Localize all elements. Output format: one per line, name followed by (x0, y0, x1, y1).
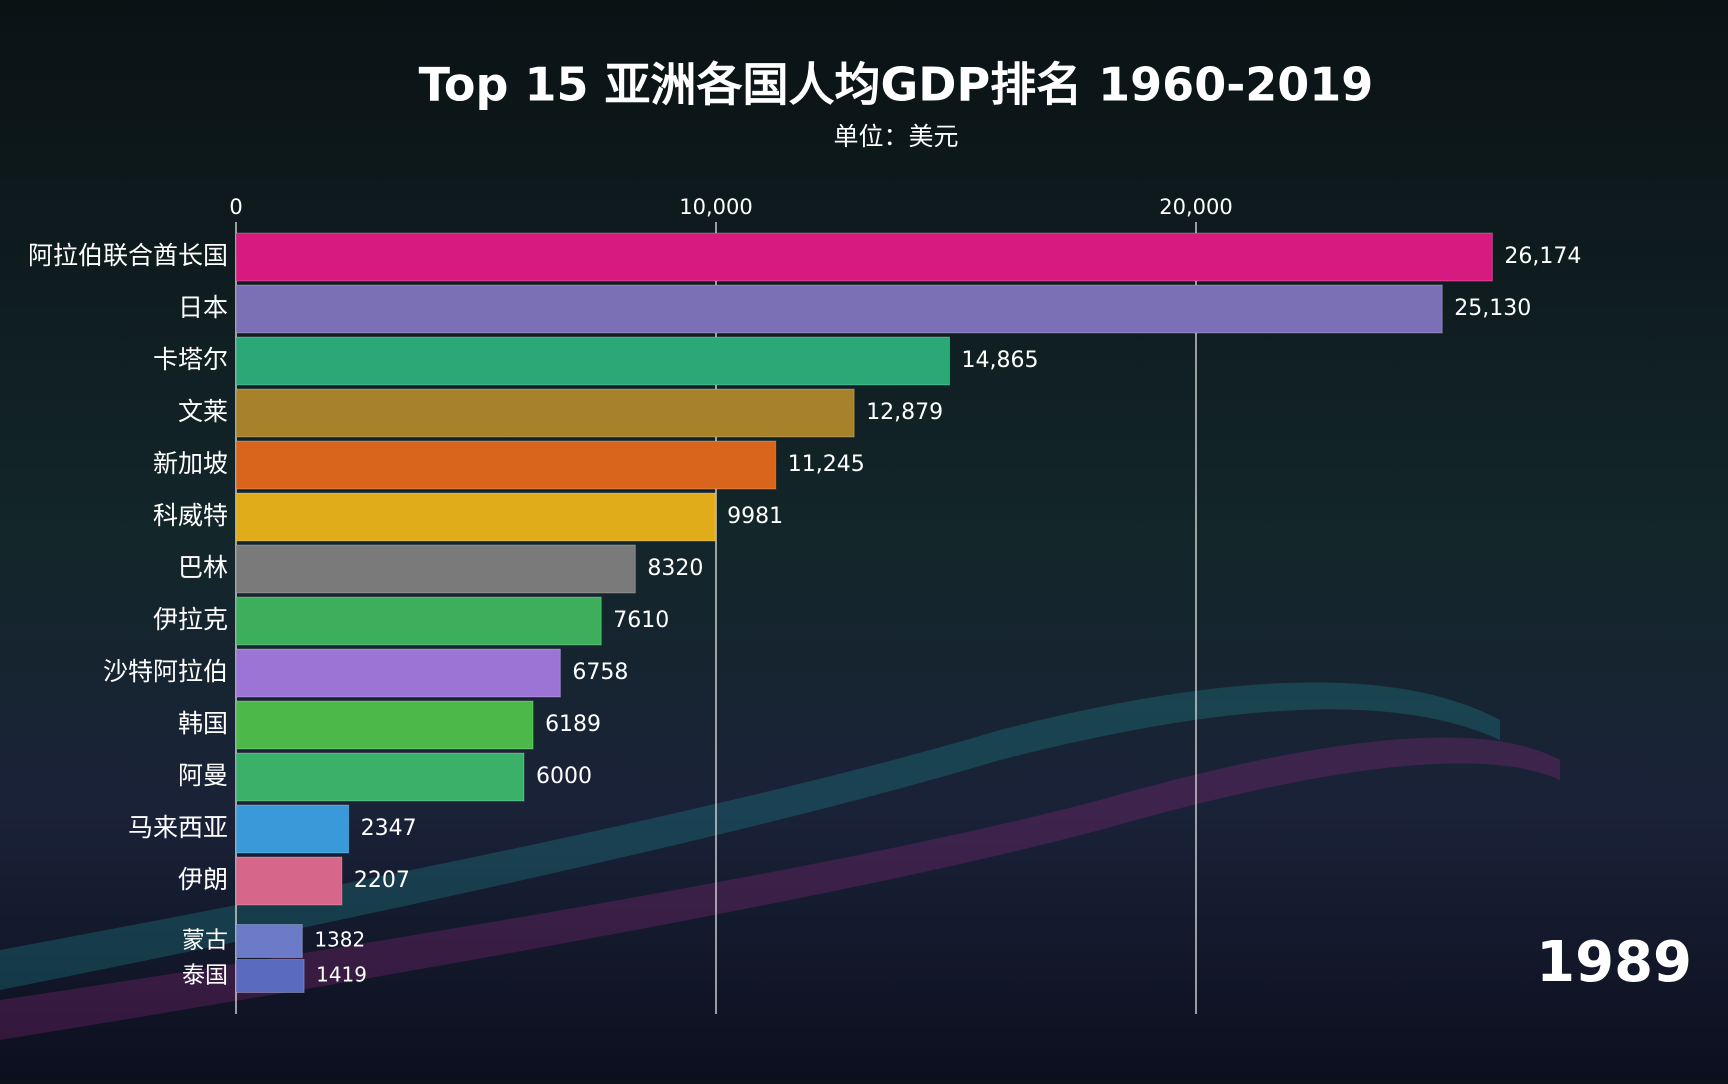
value-label: 9981 (727, 504, 783, 529)
category-label: 伊朗 (178, 865, 228, 894)
category-label: 沙特阿拉伯 (103, 657, 228, 686)
light-trail (0, 737, 1560, 1040)
bar (235, 492, 716, 542)
category-label: 蒙古 (182, 928, 228, 954)
bar (235, 648, 561, 698)
bar (235, 804, 350, 854)
value-label: 1382 (314, 928, 365, 952)
category-label: 巴林 (178, 553, 228, 582)
year-annotation: 1989 (1536, 930, 1692, 995)
value-label: 1419 (316, 963, 367, 987)
value-label: 26,174 (1504, 244, 1581, 269)
value-label: 25,130 (1454, 296, 1531, 321)
value-label: 2207 (354, 868, 410, 893)
x-tick-label: 10,000 (679, 195, 752, 219)
category-label: 泰国 (182, 963, 228, 989)
value-label: 6189 (545, 712, 601, 737)
bar (235, 752, 525, 802)
bar (235, 856, 343, 906)
bar (235, 232, 1493, 282)
value-label: 2347 (361, 816, 417, 841)
bar (235, 440, 777, 490)
category-label: 新加坡 (153, 449, 228, 478)
x-tick-label: 0 (229, 195, 242, 219)
chart-subtitle: 单位：美元 (833, 122, 958, 151)
chart-title: Top 15 亚洲各国人均GDP排名 1960-2019 (419, 58, 1374, 112)
category-label: 日本 (178, 293, 228, 322)
bar (235, 284, 1443, 334)
bar (235, 336, 951, 386)
value-label: 8320 (647, 556, 703, 581)
category-label: 文莱 (178, 397, 228, 426)
category-label: 阿拉伯联合酋长国 (28, 241, 228, 270)
bar (235, 924, 303, 958)
category-label: 卡塔尔 (153, 345, 228, 374)
x-tick-label: 20,000 (1159, 195, 1232, 219)
bar (235, 596, 602, 646)
bar (235, 959, 305, 993)
bar (235, 700, 534, 750)
value-label: 12,879 (866, 400, 943, 425)
value-label: 6758 (572, 660, 628, 685)
category-label: 阿曼 (178, 761, 228, 790)
value-label: 14,865 (962, 348, 1039, 373)
category-label: 伊拉克 (153, 605, 228, 634)
category-label: 科威特 (153, 501, 228, 530)
light-trail (0, 682, 1500, 990)
value-label: 6000 (536, 764, 592, 789)
bar (235, 544, 636, 594)
value-label: 11,245 (788, 452, 865, 477)
value-label: 7610 (613, 608, 669, 633)
category-label: 马来西亚 (128, 813, 228, 842)
category-label: 韩国 (178, 709, 228, 738)
bar (235, 388, 855, 438)
